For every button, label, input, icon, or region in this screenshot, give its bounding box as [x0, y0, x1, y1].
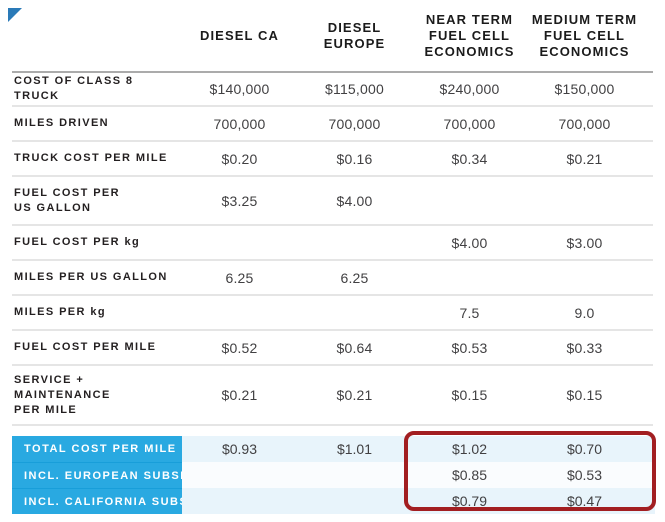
cell-value: $1.02	[451, 441, 488, 457]
row-label: FUEL COST PER MILE	[14, 341, 157, 353]
table-row: MILES PER US GALLON 6.25 6.25	[12, 261, 653, 296]
cell-value: $0.53	[451, 339, 488, 356]
cell-value: $150,000	[554, 81, 615, 97]
table-row: MILES DRIVEN 700,000 700,000 700,000 700…	[12, 107, 653, 142]
row-label: COST OF CLASS 8 TRUCK	[14, 75, 134, 102]
cell-value: $3.00	[566, 234, 603, 251]
table-row-european-subsidy: INCL. EUROPEAN SUBSIDY¹ $0.85 $0.53	[12, 462, 665, 488]
row-label: MILES PER kg	[14, 306, 106, 318]
cell-value: $0.21	[221, 387, 258, 403]
cell-value: 700,000	[558, 115, 611, 132]
cell-value: $0.85	[451, 467, 488, 483]
row-label: TOTAL COST PER MILE	[12, 436, 182, 462]
row-label: FUEL COST PER US GALLON	[14, 186, 121, 214]
cell-value: $0.79	[451, 493, 488, 509]
row-label: FUEL COST PER kg	[14, 236, 141, 248]
cell-value: 700,000	[213, 115, 266, 132]
row-label: INCL. CALIFORNIA SUBSIDY²	[12, 488, 215, 514]
cell-value: $0.15	[451, 387, 488, 403]
cell-value: $0.33	[566, 339, 603, 356]
row-label: TRUCK COST PER MILE	[14, 152, 168, 164]
cell-value: $1.01	[336, 441, 373, 457]
column-header-diesel-europe: DIESEL EUROPE	[323, 19, 386, 51]
table-row: FUEL COST PER US GALLON $3.25 $4.00	[12, 177, 653, 226]
row-label: MILES DRIVEN	[14, 117, 110, 129]
cell-value: 9.0	[574, 304, 595, 321]
cell-value: 700,000	[443, 115, 496, 132]
cell-value: 7.5	[459, 304, 480, 321]
column-header-near-term-fuel-cell: NEAR TERM FUEL CELL ECONOMICS	[424, 11, 515, 59]
cell-value: $4.00	[451, 234, 488, 251]
cell-value: $0.64	[336, 339, 373, 356]
cell-value: $0.20	[221, 150, 258, 167]
table-row: COST OF CLASS 8 TRUCK $140,000 $115,000 …	[12, 73, 653, 107]
cell-value: $3.25	[221, 192, 258, 209]
row-label: MILES PER US GALLON	[14, 271, 168, 283]
cell-value: $0.21	[336, 387, 373, 403]
table-row: FUEL COST PER kg $4.00 $3.00	[12, 226, 653, 261]
cell-value: $0.70	[566, 441, 603, 457]
cell-value: $0.15	[566, 387, 603, 403]
cell-value: 700,000	[328, 115, 381, 132]
table-row-california-subsidy: INCL. CALIFORNIA SUBSIDY² $0.79 $0.47	[12, 488, 665, 514]
table-footer: TOTAL COST PER MILE $0.93 $1.01 $1.02 $0…	[12, 426, 665, 514]
column-header-medium-term-fuel-cell: MEDIUM TERM FUEL CELL ECONOMICS	[531, 11, 638, 59]
cell-value: $0.21	[566, 150, 603, 167]
row-label: INCL. EUROPEAN SUBSIDY¹	[12, 462, 207, 488]
row-label: SERVICE + MAINTENANCE PER MILE	[14, 373, 111, 416]
cell-value: $115,000	[325, 81, 384, 97]
cell-value: $0.93	[221, 441, 258, 457]
cell-value: 6.25	[340, 269, 369, 286]
cell-value: $4.00	[336, 192, 373, 209]
cell-value: $240,000	[439, 81, 500, 97]
corner-triangle-icon	[8, 8, 22, 22]
table-row: MILES PER kg 7.5 9.0	[12, 296, 653, 331]
cell-value: $140,000	[209, 81, 270, 97]
cell-value: 6.25	[225, 269, 254, 286]
column-header-diesel-ca: DIESEL CA	[199, 27, 279, 43]
cell-value: $0.52	[221, 339, 258, 356]
cell-value: $0.47	[566, 493, 603, 509]
table-header-row: DIESEL CA DIESEL EUROPE NEAR TERM FUEL C…	[12, 0, 653, 73]
cell-value: $0.16	[336, 150, 373, 167]
table-row: FUEL COST PER MILE $0.52 $0.64 $0.53 $0.…	[12, 331, 653, 366]
cell-value: $0.53	[566, 467, 603, 483]
table-row: SERVICE + MAINTENANCE PER MILE $0.21 $0.…	[12, 366, 653, 426]
table-row: TRUCK COST PER MILE $0.20 $0.16 $0.34 $0…	[12, 142, 653, 177]
table-row-total-cost: TOTAL COST PER MILE $0.93 $1.01 $1.02 $0…	[12, 436, 665, 462]
cell-value: $0.34	[451, 150, 488, 167]
